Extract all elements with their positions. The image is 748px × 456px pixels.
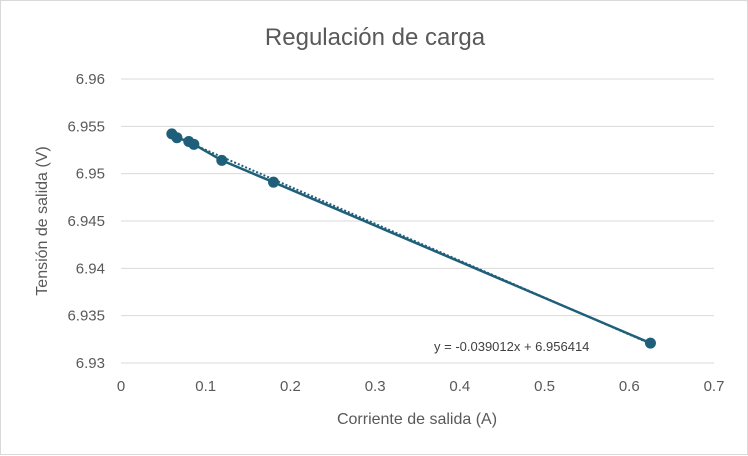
x-tick-label: 0 [117, 378, 125, 395]
x-tick-label: 0.7 [704, 378, 725, 395]
y-tick-label: 6.94 [76, 260, 105, 277]
y-tick-label: 6.95 [76, 166, 105, 183]
gridlines [121, 78, 714, 364]
data-point [188, 138, 200, 150]
trendline-line [171, 134, 651, 345]
y-tick-label: 6.96 [76, 71, 105, 88]
trendline [171, 134, 651, 345]
y-tick-label: 6.955 [67, 118, 105, 135]
y-tick-label: 6.945 [67, 213, 105, 230]
x-axis-label: Corriente de salida (A) [337, 411, 497, 428]
x-tick-label: 0.6 [619, 378, 640, 395]
y-axis-ticks: 6.93 6.935 6.94 6.945 6.95 6.955 6.96 [67, 71, 105, 372]
x-tick-label: 0.2 [280, 378, 301, 395]
y-tick-label: 6.935 [67, 308, 105, 325]
data-point [267, 176, 279, 188]
x-tick-label: 0.1 [195, 378, 216, 395]
x-tick-label: 0.5 [534, 378, 555, 395]
trendline-equation: y = -0.039012x + 6.956414 [434, 339, 589, 354]
chart-title: Regulación de carga [265, 24, 486, 51]
x-axis-ticks: 0 0.1 0.2 0.3 0.4 0.5 0.6 0.7 [117, 378, 725, 395]
y-axis-label: Tensión de salida (V) [34, 146, 51, 295]
data-point [216, 154, 228, 166]
x-tick-label: 0.4 [449, 378, 470, 395]
x-tick-label: 0.3 [365, 378, 386, 395]
y-tick-label: 6.93 [76, 355, 105, 372]
